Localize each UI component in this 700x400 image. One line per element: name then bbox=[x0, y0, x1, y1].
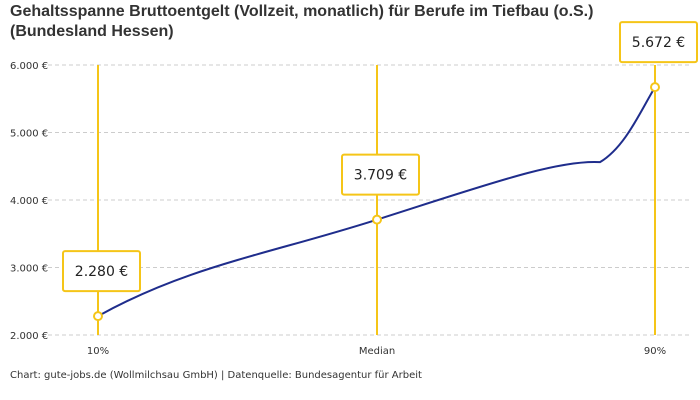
data-point bbox=[372, 214, 382, 225]
value-label-box bbox=[619, 21, 698, 64]
x-tick-label: 90% bbox=[644, 346, 666, 357]
value-label-box bbox=[62, 250, 141, 293]
y-tick-label: 5.000 € bbox=[10, 129, 48, 140]
data-label: 2.280 € bbox=[75, 264, 128, 280]
data-point bbox=[650, 82, 660, 93]
y-tick-label: 6.000 € bbox=[10, 61, 48, 72]
data-label: 5.672 € bbox=[632, 35, 685, 51]
value-label-box bbox=[341, 153, 420, 196]
data-label: 3.709 € bbox=[354, 168, 407, 184]
chart-title: Gehaltsspanne Bruttoentgelt (Vollzeit, m… bbox=[10, 3, 594, 40]
y-tick-label: 2.000 € bbox=[10, 331, 48, 342]
x-tick-label: Median bbox=[359, 346, 395, 357]
series-line bbox=[97, 86, 656, 317]
chart-credit: Chart: gute-jobs.de (Wollmilchsau GmbH) … bbox=[10, 370, 422, 381]
data-point bbox=[93, 311, 103, 322]
y-tick-label: 4.000 € bbox=[10, 196, 48, 207]
y-tick-label: 3.000 € bbox=[10, 264, 48, 275]
x-tick-label: 10% bbox=[87, 346, 109, 357]
